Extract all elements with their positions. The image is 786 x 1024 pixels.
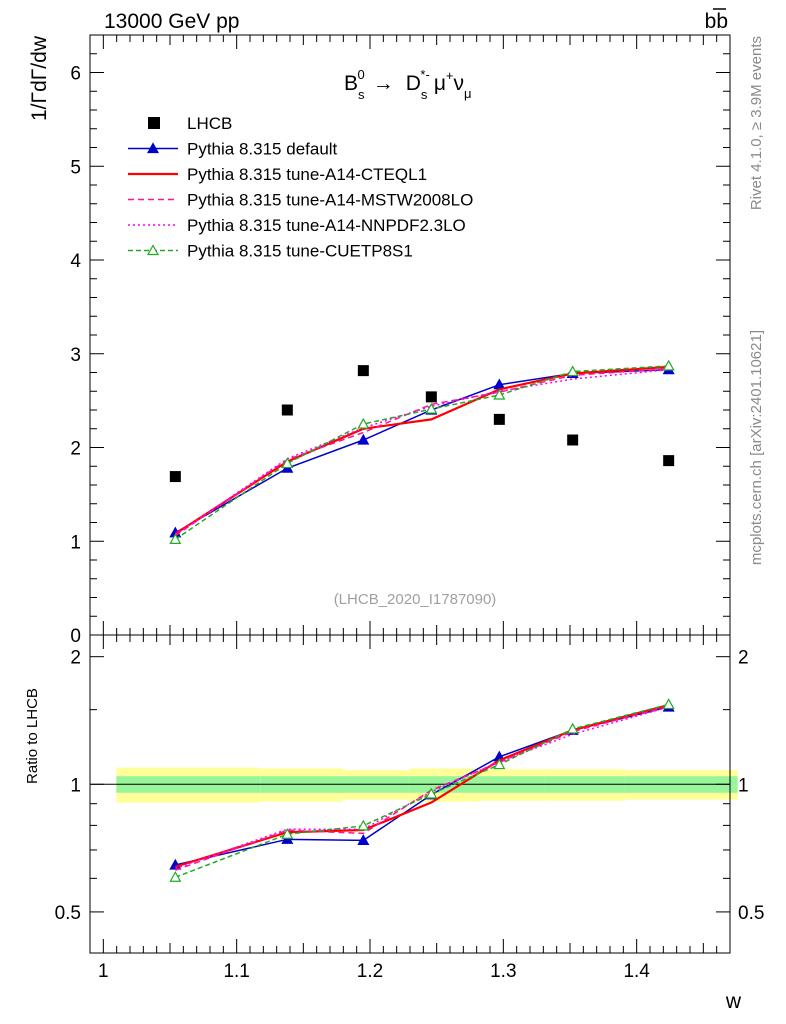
legend-entry-label: Pythia 8.315 tune-CUETP8S1 <box>187 242 413 261</box>
ratio-series-marker <box>169 871 182 882</box>
series-line <box>174 368 669 536</box>
ratio-series-marker <box>493 758 506 770</box>
ratio-y-tick-label-right: 1 <box>738 775 749 796</box>
ratio-series-marker <box>662 698 675 710</box>
x-axis-label: w <box>725 990 742 1013</box>
data-point <box>493 413 505 425</box>
main-axes: 0 1 2 3 4 5 6 <box>70 34 731 647</box>
ratio-y-tick-label: 0.5 <box>55 903 81 924</box>
data-point <box>425 391 437 403</box>
title-nu-sub: μ <box>464 86 472 101</box>
legend-entry-label: Pythia 8.315 default <box>187 140 338 159</box>
mcplots-label: mcplots.cern.ch [arXiv:2401.10621] <box>748 330 765 565</box>
series-marker <box>493 388 506 400</box>
y-tick-label: 3 <box>70 345 81 366</box>
series-marker <box>662 359 675 371</box>
legend-entry-label: Pythia 8.315 tune-A14-NNPDF2.3LO <box>187 216 466 235</box>
y-tick-label: 0 <box>70 626 81 647</box>
data-point <box>357 365 369 377</box>
process-bbar: b <box>716 10 728 33</box>
series-line <box>174 365 669 540</box>
y-tick-label: 2 <box>70 439 81 460</box>
title-arrow: → <box>373 72 394 95</box>
main-frame <box>89 34 731 636</box>
ratio-y-tick-label: 1 <box>70 775 81 796</box>
ratio-series-marker <box>357 834 370 845</box>
y-axis-label-ratio: Ratio to LHCB <box>24 688 41 784</box>
rivet-version-label: Rivet 4.1.0, ≥ 3.9M events <box>748 36 765 210</box>
series-line <box>174 368 669 534</box>
y-tick-label: 4 <box>70 251 81 272</box>
decay-title: Bs0 → Ds*- μ+νμ <box>344 67 472 102</box>
legend-entry-label: Pythia 8.315 tune-A14-CTEQL1 <box>187 165 427 184</box>
x-tick-label: 1.2 <box>357 961 383 982</box>
x-tick-label: 1.3 <box>490 961 516 982</box>
x-tick-label: 1.4 <box>623 961 650 982</box>
ratio-y-tick-label: 2 <box>70 648 81 669</box>
ratio-series-marker <box>566 722 579 734</box>
main-panel: 0 1 2 3 4 5 6 <box>70 34 731 647</box>
title-D: D <box>406 72 421 95</box>
legend-data-swatch <box>148 117 160 129</box>
process-label: bb <box>705 10 728 33</box>
series-marker <box>425 402 438 414</box>
y-tick-label: 5 <box>70 157 81 178</box>
legend: LHCB Pythia 8.315 default Pythia 8.315 tun… <box>128 114 473 261</box>
analysis-id: (LHCB_2020_I1787090) <box>334 591 497 608</box>
title-D-sup: *- <box>420 67 429 82</box>
title-B: B <box>344 72 358 95</box>
title-B-sup: 0 <box>358 67 365 82</box>
legend-marker <box>146 244 160 256</box>
series-marker <box>169 533 182 544</box>
y-tick-label: 6 <box>70 64 81 85</box>
title-nu: ν <box>454 72 465 95</box>
legend-marker <box>146 142 160 154</box>
legend-entry-label: LHCB <box>187 114 232 133</box>
title-mu: μ <box>434 72 446 95</box>
title-B-sub: s <box>358 87 365 102</box>
data-point <box>567 434 579 446</box>
series-marker <box>566 365 579 377</box>
ratio-panel: 0.5 0.5 1 1 2 2 1 1.1 1.2 1.3 1.4 <box>55 634 764 982</box>
title-mu-sup: + <box>446 68 454 83</box>
x-tick-label: 1.1 <box>223 961 249 982</box>
main-series-layer <box>169 359 675 544</box>
ratio-axes: 0.5 0.5 1 1 2 2 1 1.1 1.2 1.3 1.4 <box>55 635 764 982</box>
ratio-frame <box>89 634 731 954</box>
legend-entry-label: Pythia 8.315 tune-A14-MSTW2008LO <box>187 191 473 210</box>
ratio-uncertainty-bands <box>90 767 738 803</box>
data-point <box>281 404 293 416</box>
ratio-series-marker <box>281 827 294 839</box>
ratio-series-marker <box>357 819 370 831</box>
data-point <box>663 455 675 467</box>
ratio-y-tick-label-right: 0.5 <box>738 903 764 924</box>
energy-label: 13000 GeV pp <box>104 10 239 33</box>
series-marker <box>281 457 294 469</box>
ratio-y-tick-label-right: 2 <box>738 648 749 669</box>
x-tick-label: 1 <box>98 961 109 982</box>
ratio-series-layer <box>169 698 675 882</box>
series-marker <box>357 417 370 429</box>
y-tick-label: 1 <box>70 532 81 553</box>
data-point <box>169 471 181 483</box>
series-line <box>174 365 669 535</box>
ratio-series-marker <box>281 833 294 844</box>
y-axis-label-main: 1/ΓdΓ/dw <box>28 35 51 121</box>
main-data-points <box>169 365 675 483</box>
title-D-sub: s <box>421 87 428 102</box>
series-line <box>174 368 669 537</box>
ratio-series-marker <box>425 787 438 799</box>
series-marker <box>357 433 370 445</box>
process-b: b <box>705 10 717 33</box>
